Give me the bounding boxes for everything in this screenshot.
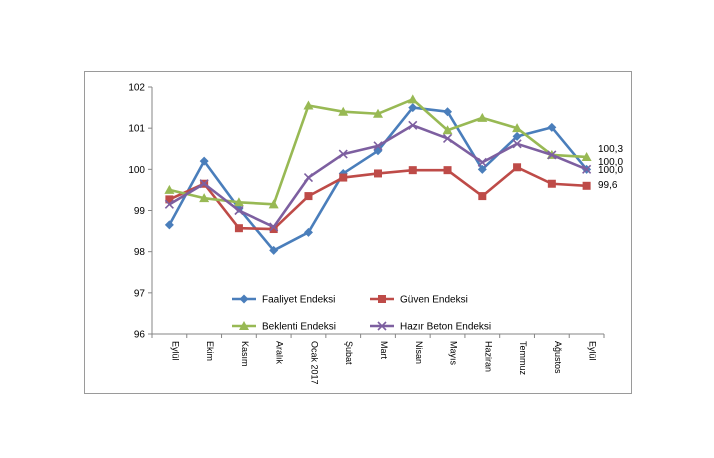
data-point xyxy=(234,224,243,233)
x-tick-label: Eylül xyxy=(170,341,180,361)
legend-item: Hazır Beton Endeksi xyxy=(370,321,491,333)
data-point xyxy=(269,225,278,234)
data-point xyxy=(477,157,487,167)
data-point xyxy=(582,164,592,174)
x-tick-label: Ağustos xyxy=(553,341,563,374)
x-tick-label: Temmuz xyxy=(518,341,528,376)
data-point xyxy=(303,100,314,110)
data-point xyxy=(199,179,209,189)
data-point xyxy=(234,205,244,216)
data-point xyxy=(477,164,487,174)
x-tick-label: Mayıs xyxy=(449,341,459,366)
series-haz-r-beton-endeksi xyxy=(164,120,592,232)
data-point xyxy=(442,133,453,144)
legend-label: Beklenti Endeksi xyxy=(262,322,336,333)
data-point xyxy=(477,112,488,122)
x-tick-label: Eylül xyxy=(588,341,598,361)
data-point xyxy=(374,169,382,178)
legend-marker xyxy=(239,321,249,330)
data-point xyxy=(199,193,210,203)
x-tick-label: Kasım xyxy=(240,341,250,367)
series-line xyxy=(168,106,588,252)
data-point xyxy=(408,120,418,130)
data-point xyxy=(373,141,383,151)
data-label: 100,0 xyxy=(598,157,623,168)
data-point xyxy=(373,108,383,118)
x-axis: Eylül Ekim Kasım Aralık Ocak 2017 Şubat Mart Ni… xyxy=(151,333,605,385)
data-point xyxy=(164,220,174,230)
data-point xyxy=(547,150,557,160)
x-tick-label: Nisan xyxy=(414,341,424,364)
y-tick-label: 100 xyxy=(128,165,145,176)
x-tick-label: Ocak 2017 xyxy=(309,341,319,385)
data-point xyxy=(442,125,453,135)
x-tick-label: Ekim xyxy=(205,341,215,361)
data-point xyxy=(338,106,349,116)
data-point xyxy=(233,197,244,207)
data-point xyxy=(269,245,279,255)
data-point xyxy=(165,195,174,204)
legend-item: Güven Endeksi xyxy=(370,295,468,306)
chart-area xyxy=(84,71,632,394)
data-point xyxy=(547,122,557,132)
data-label: 100,0 xyxy=(598,165,623,176)
legend-label: Hazır Beton Endeksi xyxy=(400,322,491,333)
x-tick-label: Haziran xyxy=(483,341,493,372)
series-faaliyet-endeksi xyxy=(164,103,592,255)
y-tick-label: 97 xyxy=(134,288,146,299)
data-point xyxy=(164,199,174,209)
series-g-ven-endeksi xyxy=(165,163,591,234)
data-point xyxy=(164,184,175,194)
data-point xyxy=(443,107,453,117)
data-point xyxy=(303,173,314,183)
data-label: 100,3 xyxy=(598,144,623,155)
data-point xyxy=(199,156,209,166)
data-point xyxy=(513,163,522,172)
data-point xyxy=(268,199,279,209)
data-point xyxy=(582,181,591,190)
data-point xyxy=(512,139,522,149)
data-point xyxy=(512,123,523,133)
data-point xyxy=(304,192,313,201)
legend-item: Faaliyet Endeksi xyxy=(232,294,335,306)
data-point xyxy=(478,192,487,201)
data-point xyxy=(338,149,348,159)
series-beklenti-endeksi xyxy=(164,94,592,209)
data-point xyxy=(407,94,418,104)
data-point xyxy=(581,151,592,161)
legend-item: Beklenti Endeksi xyxy=(232,321,336,333)
x-tick-label: Mart xyxy=(379,341,389,359)
series-layer xyxy=(164,94,592,255)
x-tick-label: Aralık xyxy=(275,341,285,365)
data-point xyxy=(339,173,348,182)
data-point xyxy=(408,166,417,175)
y-axis: 96 97 98 99 100 101 102 xyxy=(128,83,153,341)
y-tick-label: 96 xyxy=(134,330,146,341)
legend-marker xyxy=(239,294,249,304)
legend: Faaliyet Endeksi Güven Endeksi Beklenti En… xyxy=(232,294,491,333)
data-label: 99,6 xyxy=(598,180,618,191)
y-tick-label: 99 xyxy=(134,206,146,217)
data-point xyxy=(408,103,418,113)
legend-label: Güven Endeksi xyxy=(400,295,468,306)
x-tick-label: Şubat xyxy=(344,341,354,365)
y-tick-label: 98 xyxy=(134,247,146,258)
data-point xyxy=(443,166,452,175)
legend-marker xyxy=(377,321,387,331)
data-point xyxy=(547,179,556,188)
legend-label: Faaliyet Endeksi xyxy=(262,295,335,306)
y-tick-label: 101 xyxy=(128,124,145,135)
data-point xyxy=(269,222,279,232)
legend-marker xyxy=(378,295,386,303)
y-tick-label: 102 xyxy=(128,83,145,94)
data-point xyxy=(303,227,313,237)
data-point xyxy=(512,131,522,141)
